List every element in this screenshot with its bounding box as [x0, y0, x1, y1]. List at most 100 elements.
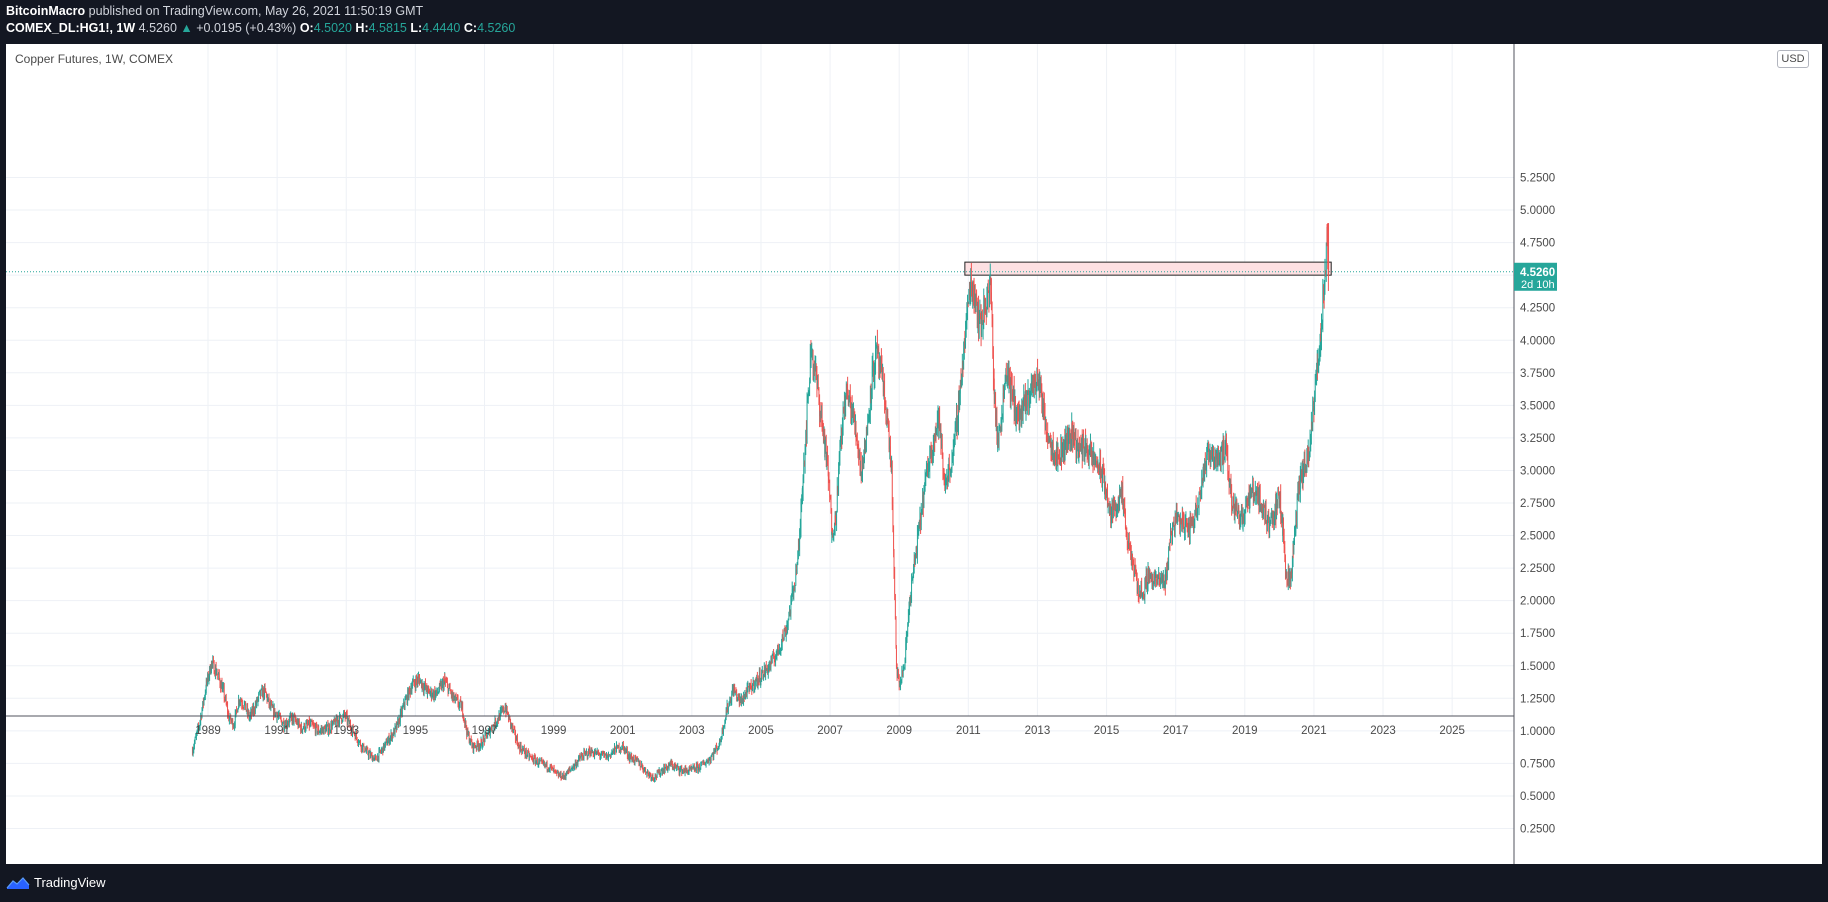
candle-body: [943, 472, 944, 477]
candle-body: [556, 771, 558, 773]
series-legend-title[interactable]: Copper Futures, 1W, COMEX: [15, 52, 174, 66]
candle-body: [460, 700, 461, 702]
candle-body: [662, 770, 663, 774]
candle-body: [1151, 577, 1153, 581]
candle-body: [956, 413, 958, 428]
candle-body: [832, 534, 833, 538]
change-arrow-icon: ▲: [180, 21, 193, 35]
candle-body: [564, 776, 566, 778]
tradingview-brand[interactable]: TradingView: [34, 875, 106, 890]
candle-body: [784, 629, 786, 631]
candle-body: [1206, 454, 1207, 467]
candle-body: [1251, 489, 1252, 495]
candle-body: [480, 740, 482, 741]
candle-body: [405, 698, 406, 701]
candle-body: [590, 749, 592, 756]
candle-body: [821, 413, 822, 417]
candle-body: [289, 718, 290, 724]
candle-body: [238, 699, 239, 709]
price-chart[interactable]: 0.25000.50000.75001.00001.25001.50001.75…: [6, 44, 1822, 864]
candle-body: [669, 762, 671, 766]
candle-body: [1176, 508, 1178, 521]
time-tick-label: 2013: [1025, 725, 1051, 737]
candle-body: [526, 750, 527, 756]
currency-badge[interactable]: USD: [1777, 50, 1809, 68]
candle-body: [538, 760, 540, 765]
candle-body: [1199, 493, 1201, 495]
candle-body: [469, 742, 471, 743]
candle-body: [1279, 497, 1280, 506]
candle-body: [284, 724, 285, 729]
candle-body: [488, 731, 489, 735]
candle-body: [1161, 573, 1162, 577]
candle-body: [1259, 489, 1260, 508]
candle-body: [377, 755, 378, 761]
candle-body: [231, 720, 232, 722]
candle-body: [760, 678, 762, 682]
candle-body: [666, 767, 668, 770]
candle-body: [831, 534, 833, 535]
candle-body: [398, 720, 399, 726]
candle-body: [286, 721, 287, 726]
candle-body: [593, 755, 595, 756]
candle-body: [310, 721, 312, 722]
candle-body: [739, 697, 741, 704]
candle-body: [245, 701, 246, 711]
candle-body: [1277, 493, 1279, 506]
candle-body: [783, 629, 785, 640]
candle-body: [242, 704, 243, 707]
candle-body: [1191, 520, 1192, 522]
chart-panel[interactable]: 0.2500 0.5000 0.7500 1.0000 1.2500 1.5000 1.75…: [6, 44, 1822, 864]
candle-body: [688, 771, 689, 773]
high-label: H:: [355, 21, 369, 35]
candle-body: [1307, 454, 1308, 461]
candle-body: [802, 490, 803, 497]
candle-body: [580, 755, 582, 756]
candle-body: [614, 746, 615, 752]
candle-body: [1152, 577, 1153, 586]
author-name[interactable]: BitcoinMacro: [6, 4, 86, 18]
candle-body: [748, 686, 749, 688]
candle-body: [1191, 517, 1193, 522]
candle-body: [1061, 453, 1063, 460]
candle-body: [660, 773, 661, 776]
candle-body: [392, 733, 394, 736]
candle-body: [1068, 432, 1070, 436]
candle-body: [999, 429, 1000, 431]
candle-body: [929, 453, 931, 469]
symbol-name[interactable]: COMEX_DL:HG1!, 1W: [6, 21, 136, 35]
candle-body: [1136, 580, 1138, 593]
candle-body: [1081, 439, 1083, 458]
candle-body: [1147, 568, 1149, 585]
candle-body: [1084, 438, 1086, 455]
candle-body: [985, 306, 986, 315]
candle-body: [915, 555, 916, 562]
candle-body: [798, 545, 800, 548]
candle-body: [1298, 486, 1299, 498]
candle-body: [1031, 382, 1032, 396]
price-tick-label: 3.0000: [1520, 465, 1555, 477]
candle-body: [451, 692, 452, 696]
candle-body: [548, 769, 550, 771]
candle-body: [751, 688, 753, 692]
candle-body: [211, 661, 213, 664]
candle-body: [881, 368, 883, 373]
candle-body: [584, 751, 585, 753]
candle-body: [215, 667, 216, 676]
candle-body: [1218, 456, 1219, 459]
candle-body: [484, 733, 486, 742]
candle-body: [492, 730, 493, 731]
candle-body: [678, 766, 679, 769]
candle-body: [1186, 522, 1188, 532]
candle-body: [1142, 592, 1144, 594]
candle-body: [358, 743, 359, 744]
candle-body: [1060, 442, 1062, 464]
candle-body: [248, 711, 250, 718]
candle-body: [779, 649, 781, 650]
candle-body: [687, 771, 689, 775]
candle-body: [851, 407, 853, 418]
candle-body: [1123, 504, 1125, 506]
candle-body: [1083, 436, 1084, 448]
candle-body: [1312, 408, 1314, 427]
candle-body: [860, 461, 861, 466]
